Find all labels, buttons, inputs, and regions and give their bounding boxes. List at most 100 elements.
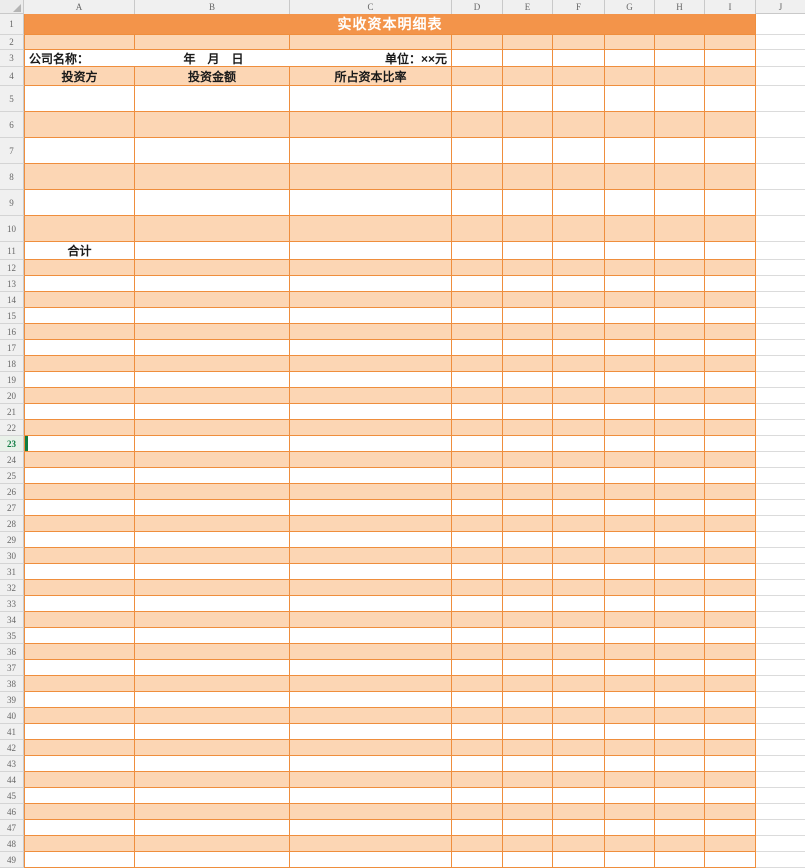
cell-A41[interactable] <box>24 724 135 740</box>
cell-B47[interactable] <box>135 820 290 836</box>
cell-I23[interactable] <box>705 436 756 452</box>
cell-D14[interactable] <box>452 292 503 308</box>
cell-I7[interactable] <box>705 138 756 164</box>
cell-D33[interactable] <box>452 596 503 612</box>
cell-G34[interactable] <box>605 612 655 628</box>
cell-B24[interactable] <box>135 452 290 468</box>
cell-E39[interactable] <box>503 692 553 708</box>
row-header-22[interactable]: 22 <box>0 420 24 436</box>
cell-C2[interactable] <box>290 35 452 50</box>
cell-A13[interactable] <box>24 276 135 292</box>
cell-E36[interactable] <box>503 644 553 660</box>
cell-D11[interactable] <box>452 242 503 260</box>
cell-C24[interactable] <box>290 452 452 468</box>
cell-C20[interactable] <box>290 388 452 404</box>
cell-H46[interactable] <box>655 804 705 820</box>
cell-D42[interactable] <box>452 740 503 756</box>
cell-E27[interactable] <box>503 500 553 516</box>
cell-F11[interactable] <box>553 242 605 260</box>
cell-C11[interactable] <box>290 242 452 260</box>
cell-H25[interactable] <box>655 468 705 484</box>
cell-G11[interactable] <box>605 242 655 260</box>
cell-C31[interactable] <box>290 564 452 580</box>
cell-F9[interactable] <box>553 190 605 216</box>
cell-F37[interactable] <box>553 660 605 676</box>
cell-E35[interactable] <box>503 628 553 644</box>
cell-I16[interactable] <box>705 324 756 340</box>
cell-H7[interactable] <box>655 138 705 164</box>
cell-C33[interactable] <box>290 596 452 612</box>
cell-G41[interactable] <box>605 724 655 740</box>
cell-I35[interactable] <box>705 628 756 644</box>
cell-D8[interactable] <box>452 164 503 190</box>
cell-F42[interactable] <box>553 740 605 756</box>
cell-B49[interactable] <box>135 852 290 868</box>
cell-F33[interactable] <box>553 596 605 612</box>
cell-C44[interactable] <box>290 772 452 788</box>
cell-I43[interactable] <box>705 756 756 772</box>
cell-F29[interactable] <box>553 532 605 548</box>
cell-D36[interactable] <box>452 644 503 660</box>
row-header-35[interactable]: 35 <box>0 628 24 644</box>
cell-C49[interactable] <box>290 852 452 868</box>
cell-F12[interactable] <box>553 260 605 276</box>
cell-E17[interactable] <box>503 340 553 356</box>
cell-A12[interactable] <box>24 260 135 276</box>
cell-G46[interactable] <box>605 804 655 820</box>
cell-G37[interactable] <box>605 660 655 676</box>
cell-J37[interactable] <box>756 660 805 676</box>
cell-H47[interactable] <box>655 820 705 836</box>
cell-I38[interactable] <box>705 676 756 692</box>
cell-A24[interactable] <box>24 452 135 468</box>
cell-G5[interactable] <box>605 86 655 112</box>
cell-D41[interactable] <box>452 724 503 740</box>
cell-A32[interactable] <box>24 580 135 596</box>
cell-F49[interactable] <box>553 852 605 868</box>
cell-I26[interactable] <box>705 484 756 500</box>
row-header-27[interactable]: 27 <box>0 500 24 516</box>
cell-E2[interactable] <box>503 35 553 50</box>
cell-E20[interactable] <box>503 388 553 404</box>
cell-J48[interactable] <box>756 836 805 852</box>
cell-B7[interactable] <box>135 138 290 164</box>
cell-C41[interactable] <box>290 724 452 740</box>
cell-F2[interactable] <box>553 35 605 50</box>
cell-J16[interactable] <box>756 324 805 340</box>
cell-E33[interactable] <box>503 596 553 612</box>
cell-I45[interactable] <box>705 788 756 804</box>
cell-E42[interactable] <box>503 740 553 756</box>
cell-H38[interactable] <box>655 676 705 692</box>
cell-D31[interactable] <box>452 564 503 580</box>
row-header-44[interactable]: 44 <box>0 772 24 788</box>
cell-D6[interactable] <box>452 112 503 138</box>
cell-E26[interactable] <box>503 484 553 500</box>
cell-D28[interactable] <box>452 516 503 532</box>
cell-B25[interactable] <box>135 468 290 484</box>
cell-B14[interactable] <box>135 292 290 308</box>
row-header-33[interactable]: 33 <box>0 596 24 612</box>
cell-E3[interactable] <box>503 50 553 67</box>
cell-B29[interactable] <box>135 532 290 548</box>
cell-F26[interactable] <box>553 484 605 500</box>
row-header-45[interactable]: 45 <box>0 788 24 804</box>
cell-J32[interactable] <box>756 580 805 596</box>
cell-H21[interactable] <box>655 404 705 420</box>
cell-F31[interactable] <box>553 564 605 580</box>
cell-F3[interactable] <box>553 50 605 67</box>
row-header-4[interactable]: 4 <box>0 67 24 86</box>
cell-I24[interactable] <box>705 452 756 468</box>
cell-H22[interactable] <box>655 420 705 436</box>
cell-G27[interactable] <box>605 500 655 516</box>
cell-H40[interactable] <box>655 708 705 724</box>
cell-G31[interactable] <box>605 564 655 580</box>
cell-D32[interactable] <box>452 580 503 596</box>
cell-F4[interactable] <box>553 67 605 86</box>
cell-E47[interactable] <box>503 820 553 836</box>
cell-J46[interactable] <box>756 804 805 820</box>
cell-B35[interactable] <box>135 628 290 644</box>
cell-I9[interactable] <box>705 190 756 216</box>
cell-C43[interactable] <box>290 756 452 772</box>
cell-B20[interactable] <box>135 388 290 404</box>
cell-J44[interactable] <box>756 772 805 788</box>
row-header-20[interactable]: 20 <box>0 388 24 404</box>
